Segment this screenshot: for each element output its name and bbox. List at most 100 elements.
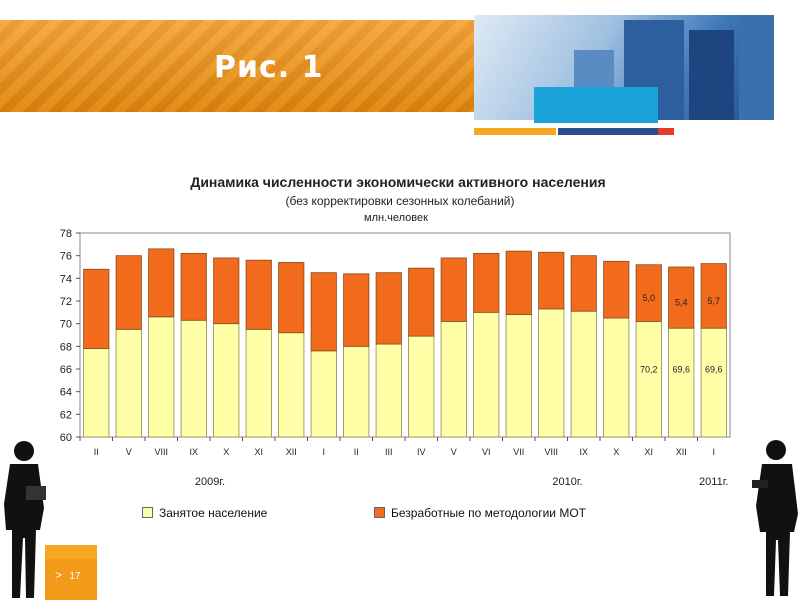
data-label-employed: 69,6	[672, 364, 690, 374]
bar-unemployed	[538, 251, 565, 310]
chart-title: Динамика численности экономически активн…	[190, 174, 606, 190]
bar-unemployed	[505, 250, 532, 315]
y-tick-label: 68	[60, 341, 72, 353]
bar-employed	[148, 316, 175, 438]
bar-unemployed	[245, 259, 272, 330]
bar-employed	[570, 310, 597, 438]
accent-red-bar	[658, 128, 674, 135]
data-label-unemployed: 5,0	[642, 293, 655, 303]
page-arrow-icon: >	[55, 568, 63, 582]
bar-unemployed	[343, 273, 370, 347]
x-tick-label: VII	[513, 447, 524, 457]
legend-item-unemployed: Безработные по методологии МОТ	[374, 506, 586, 520]
year-label: 2009г.	[195, 476, 225, 488]
bar-employed	[538, 308, 565, 438]
businessman-left-icon	[4, 441, 46, 598]
bar-unemployed	[408, 267, 435, 337]
x-tick-label: XII	[286, 447, 297, 457]
legend-swatch-employed	[142, 507, 153, 518]
bar-unemployed	[310, 272, 337, 352]
bar-employed	[408, 335, 435, 438]
bar-unemployed	[635, 264, 662, 322]
x-tick-label: I	[322, 447, 325, 457]
bar-employed	[83, 348, 110, 438]
y-tick-label: 70	[60, 319, 72, 331]
x-tick-label: II	[354, 447, 359, 457]
bar-employed	[343, 345, 370, 438]
x-tick-label: IX	[579, 447, 588, 457]
x-tick-label: VI	[482, 447, 491, 457]
data-label-employed: 69,6	[705, 364, 723, 374]
bar-employed	[278, 332, 305, 438]
legend-label-employed: Занятое население	[159, 506, 268, 520]
accent-blue-bar	[558, 128, 658, 135]
x-tick-label: XI	[254, 447, 263, 457]
x-tick-label: XII	[676, 447, 687, 457]
x-tick-label: VIII	[154, 447, 168, 457]
bar-unemployed	[180, 252, 207, 321]
y-tick-label: 60	[60, 432, 72, 444]
y-tick-label: 64	[60, 387, 72, 399]
bar-employed	[213, 323, 240, 438]
data-label-employed: 70,2	[640, 364, 658, 374]
plot-area	[79, 232, 731, 438]
y-tick-label: 62	[60, 409, 72, 421]
chart-subtitle: (без корректировки сезонных колебаний)	[285, 194, 515, 208]
bar-employed	[603, 317, 630, 438]
data-label-unemployed: 5,4	[675, 298, 688, 308]
year-label: 2011г.	[699, 476, 728, 488]
x-tick-label: I	[712, 447, 715, 457]
y-tick-label: 78	[60, 228, 72, 240]
accent-cyan-bar	[534, 87, 658, 123]
data-label-unemployed: 5,7	[707, 296, 720, 306]
x-tick-label: VIII	[544, 447, 558, 457]
bar-unemployed	[278, 262, 305, 334]
bar-unemployed	[440, 257, 467, 322]
x-tick-label: X	[223, 447, 229, 457]
bar-unemployed	[603, 260, 630, 319]
bar-employed	[635, 320, 662, 438]
chart-unit: млн.человек	[364, 212, 428, 224]
bar-employed	[310, 350, 337, 438]
bar-employed	[505, 314, 532, 438]
bar-unemployed	[668, 266, 695, 329]
bar-employed	[375, 343, 402, 438]
x-tick-label: X	[613, 447, 619, 457]
bar-unemployed	[375, 272, 402, 345]
bar-employed	[245, 328, 272, 438]
bar-employed	[700, 327, 727, 438]
x-tick-label: IV	[417, 447, 426, 457]
x-tick-label: II	[94, 447, 99, 457]
accent-orange-bar	[474, 128, 556, 135]
bar-unemployed	[213, 257, 240, 325]
bar-employed	[668, 327, 695, 438]
bar-unemployed	[473, 252, 500, 313]
x-tick-label: V	[451, 447, 457, 457]
bar-unemployed	[115, 255, 142, 330]
bar-employed	[440, 320, 467, 438]
page-number-value: 17	[69, 571, 81, 582]
page-number: > 17	[55, 568, 80, 582]
y-tick-label: 74	[60, 273, 72, 285]
bar-unemployed	[570, 255, 597, 312]
bar-employed	[180, 319, 207, 438]
y-tick-label: 76	[60, 251, 72, 263]
x-tick-label: XI	[644, 447, 653, 457]
slide-title: Рис. 1	[214, 50, 324, 85]
bar-employed	[473, 311, 500, 438]
legend-item-employed: Занятое население	[142, 506, 267, 520]
x-tick-label: IX	[189, 447, 198, 457]
x-tick-label: V	[126, 447, 132, 457]
legend-swatch-unemployed	[374, 507, 385, 518]
buildings-photo	[474, 15, 774, 120]
bar-unemployed	[148, 248, 175, 318]
y-tick-label: 66	[60, 364, 72, 376]
legend-label-unemployed: Безработные по методологии МОТ	[391, 506, 586, 520]
page-corner-block	[45, 545, 97, 600]
bar-unemployed	[700, 263, 727, 329]
bar-employed	[115, 328, 142, 438]
year-label: 2010г.	[552, 476, 582, 488]
y-tick-label: 72	[60, 296, 72, 308]
bar-unemployed	[83, 268, 110, 349]
